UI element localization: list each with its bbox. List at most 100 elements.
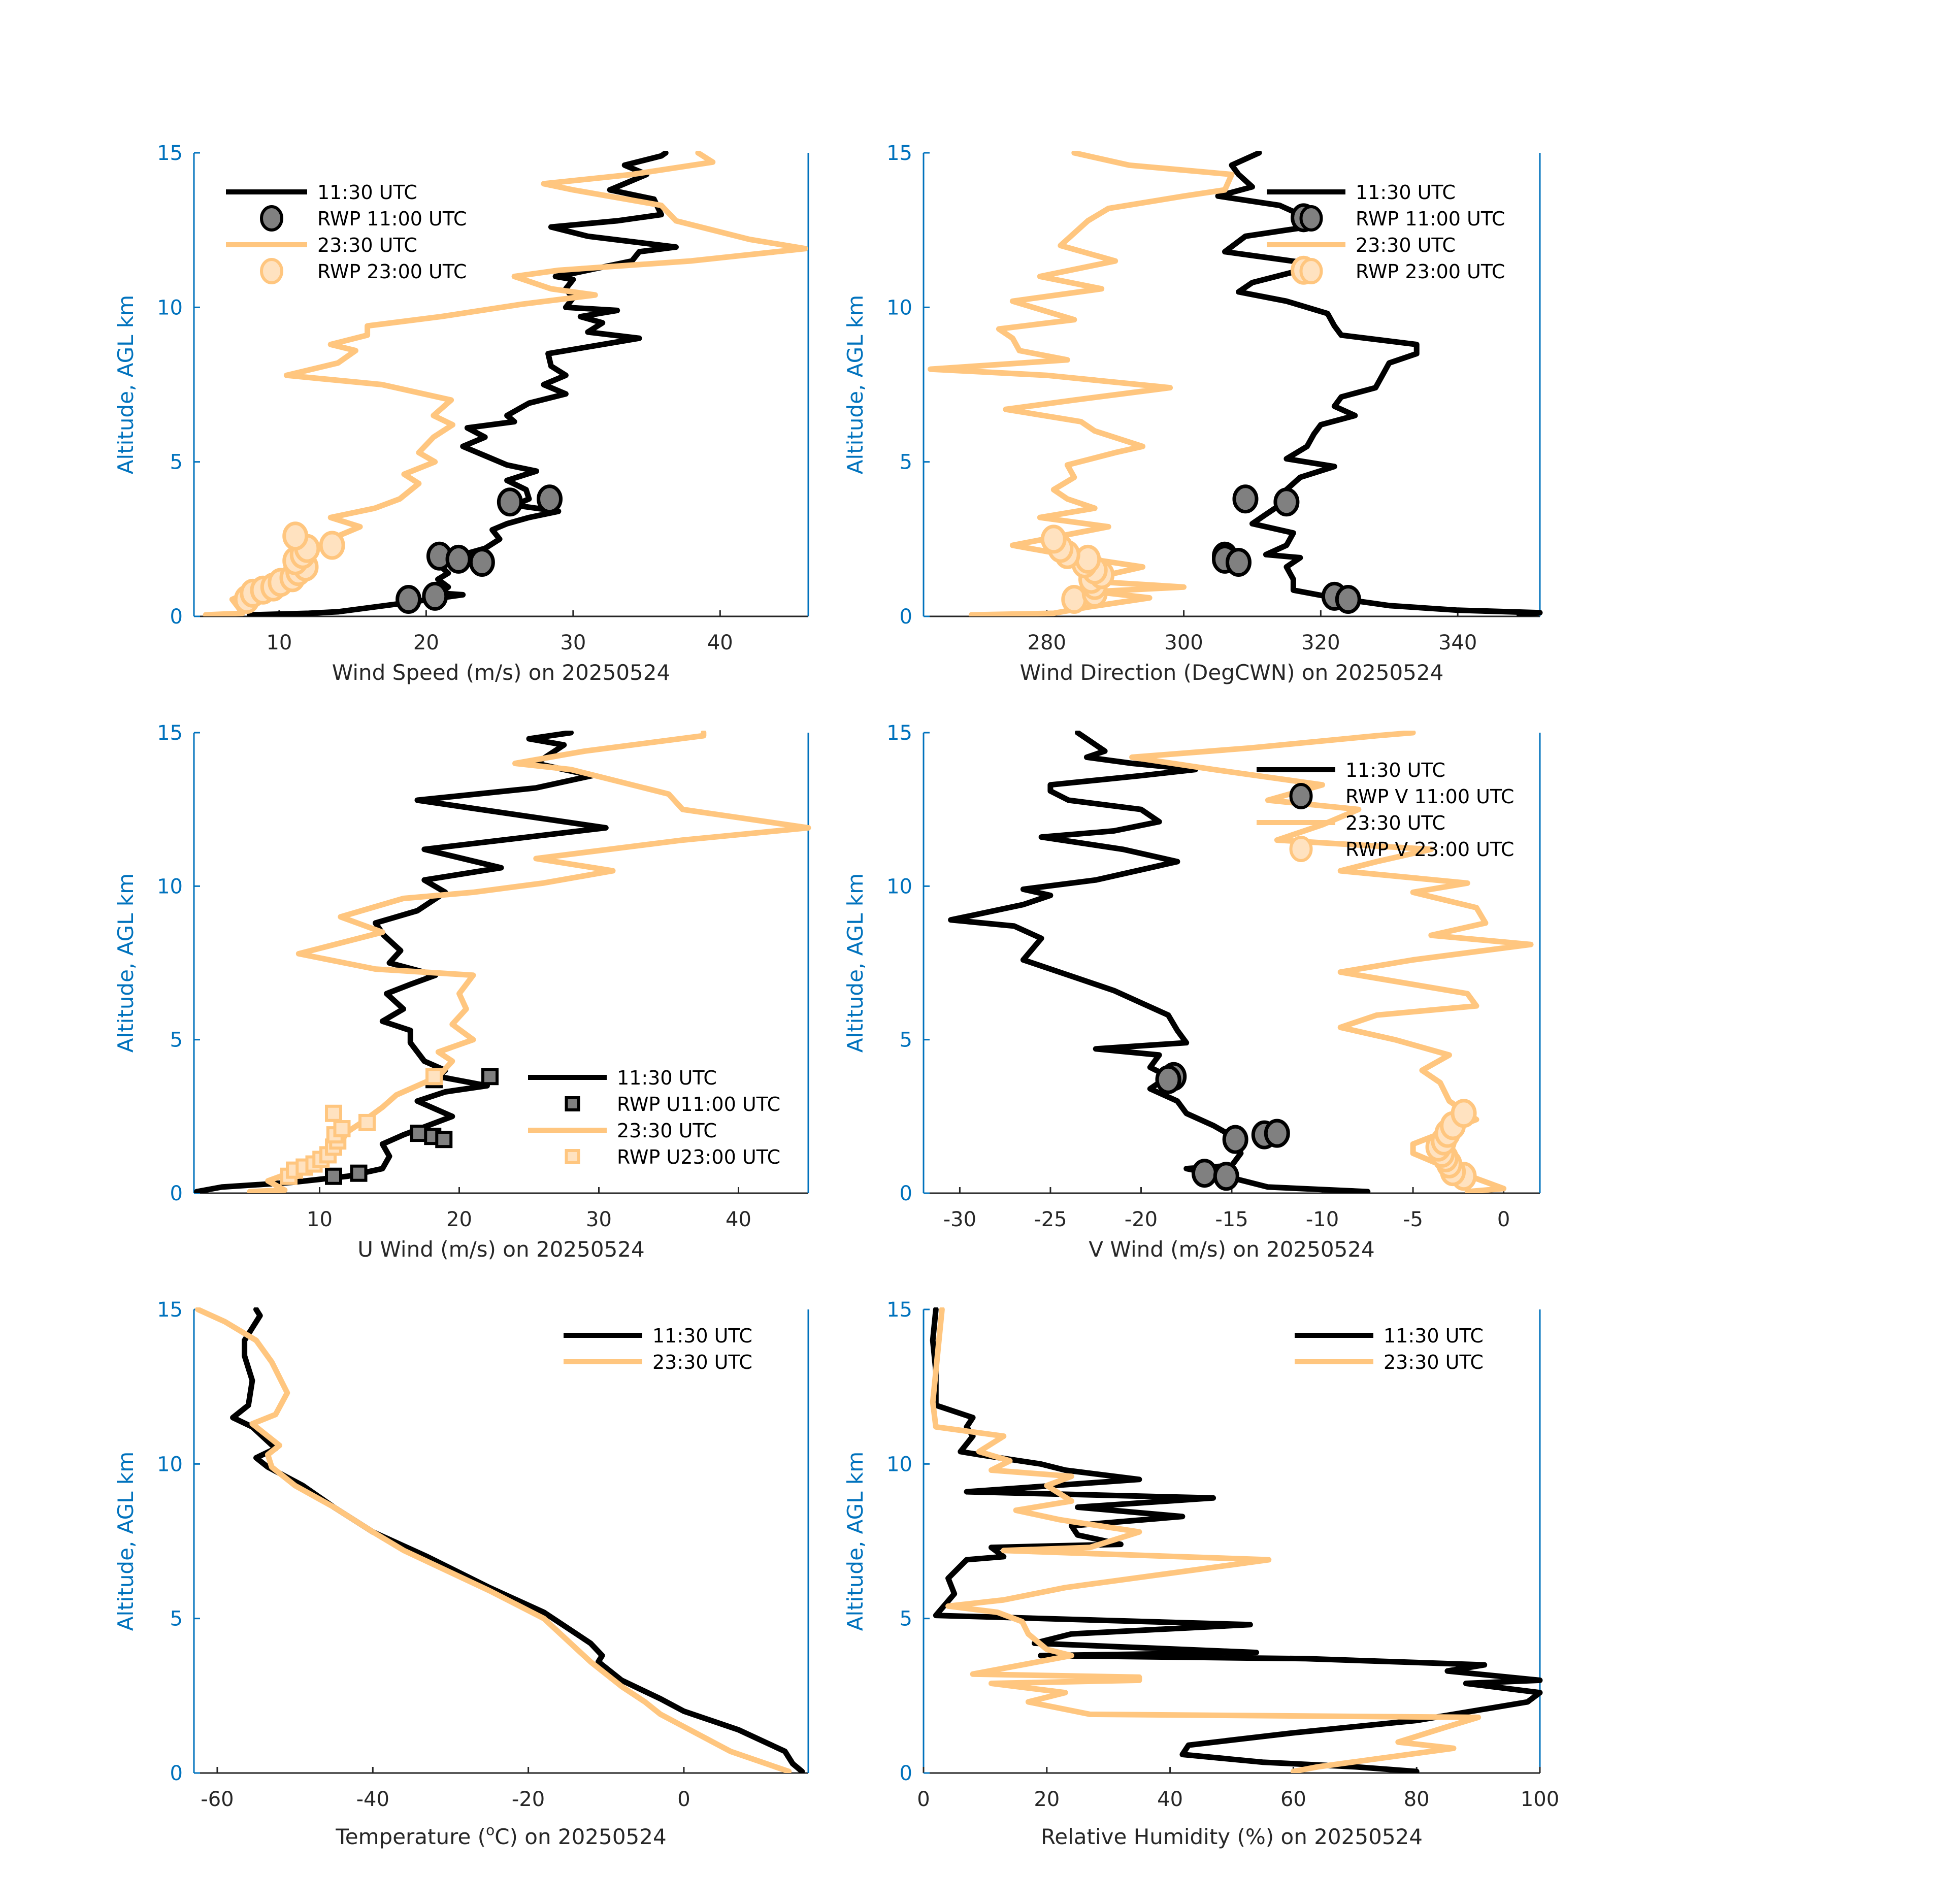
x-tick-label: 0 — [917, 1788, 930, 1811]
x-axis-label-part: Temperature ( — [335, 1824, 486, 1849]
y-tick-label: 0 — [170, 605, 183, 629]
x-tick-label: 320 — [1301, 631, 1340, 654]
legend-label: RWP 11:00 UTC — [317, 208, 467, 230]
data-point-marker — [396, 585, 422, 614]
legend-label: 11:30 UTC — [1384, 1325, 1484, 1347]
data-point-marker — [1273, 487, 1300, 517]
data-point-marker — [282, 521, 309, 551]
series-line-11-30-utc — [194, 731, 609, 1193]
data-point-marker — [1191, 1159, 1217, 1188]
y-axis-label: Altitude, AGL km — [843, 295, 868, 474]
y-tick-label: 10 — [157, 875, 183, 898]
plot-area — [195, 1307, 805, 1773]
x-tick-label: 0 — [677, 1788, 690, 1811]
legend: 11:30 UTC 23:30 UTC — [1295, 1325, 1484, 1373]
y-axis-label: Altitude, AGL km — [843, 1452, 868, 1631]
data-point-marker — [537, 484, 563, 514]
data-point-marker — [1222, 1125, 1248, 1154]
plot-area — [930, 1307, 1543, 1773]
x-tick-label: -5 — [1403, 1208, 1423, 1231]
y-axis-label: Altitude, AGL km — [113, 873, 138, 1053]
data-point-marker — [425, 1068, 443, 1086]
legend-marker-swatch — [1299, 205, 1323, 232]
legend: 11:30 UTC 23:30 UTC — [564, 1325, 752, 1373]
y-tick-label: 15 — [157, 1298, 183, 1322]
data-point-marker — [435, 1131, 453, 1148]
panel-v-wind: -30 -25 -20 -15 -10 -5 0 0 5 10 15 V Wind (m/s) on … — [843, 721, 1541, 1262]
panel-wind-speed: 10 20 30 40 0 5 10 15 Wind Speed (m/s) on 202505… — [113, 142, 809, 685]
panel-wind-direction: 280 300 320 340 0 5 10 15 Wind Direction (DegCWN… — [843, 142, 1543, 685]
legend-label: RWP 11:00 UTC — [1356, 208, 1505, 230]
x-tick-label: 30 — [586, 1208, 612, 1231]
legend-marker-swatch — [260, 258, 283, 284]
legend-label: RWP 23:00 UTC — [317, 260, 467, 283]
x-tick-label: 20 — [1034, 1788, 1060, 1811]
legend-label: 23:30 UTC — [617, 1120, 717, 1142]
data-point-marker — [422, 581, 448, 611]
x-tick-label: 40 — [726, 1208, 751, 1231]
y-tick-label: 10 — [157, 1453, 183, 1476]
x-axis-label: Relative Humidity (%) on 20250524 — [1041, 1824, 1423, 1849]
y-tick-label: 15 — [886, 721, 912, 745]
series-line-23-30-utc — [1129, 731, 1534, 1193]
y-tick-label: 10 — [886, 296, 912, 319]
data-point-marker — [358, 1113, 376, 1131]
legend-label: RWP V 23:00 UTC — [1345, 838, 1514, 861]
series-line-23-30-utc — [930, 1307, 1482, 1773]
data-point-marker — [1155, 1065, 1181, 1094]
y-tick-label: 0 — [900, 1182, 912, 1205]
legend-label: 11:30 UTC — [317, 181, 417, 204]
x-tick-label: -20 — [512, 1788, 545, 1811]
plot-area — [948, 731, 1534, 1193]
x-tick-label: -40 — [356, 1788, 389, 1811]
x-tick-label: -20 — [1125, 1208, 1158, 1231]
legend-marker-swatch — [565, 1096, 580, 1111]
data-point-marker — [481, 1068, 499, 1086]
y-tick-label: 0 — [900, 1762, 912, 1785]
x-tick-label: 340 — [1438, 631, 1477, 654]
plot-area — [203, 151, 808, 616]
series-line-11-30-utc — [930, 1307, 1543, 1773]
data-point-marker — [1232, 484, 1259, 514]
x-axis-label-superscript: o — [486, 1822, 495, 1839]
x-tick-label: 10 — [266, 631, 292, 654]
y-tick-label: 10 — [157, 296, 183, 319]
data-point-marker — [1213, 1162, 1239, 1191]
y-tick-label: 15 — [886, 142, 912, 165]
x-axis-label: Wind Speed (m/s) on 20250524 — [332, 660, 670, 685]
legend: 11:30 UTC RWP 11:00 UTC 23:30 UTC RWP 23:00… — [226, 181, 467, 284]
y-tick-label: 0 — [170, 1762, 183, 1785]
legend: 11:30 UTC RWP U11:00 UTC 23:30 UTC RWP U23:… — [528, 1067, 780, 1168]
data-point-marker — [445, 544, 472, 574]
x-tick-label: 40 — [707, 631, 733, 654]
x-tick-label: 280 — [1028, 631, 1066, 654]
x-tick-label: -60 — [201, 1788, 234, 1811]
y-axis-label: Altitude, AGL km — [113, 295, 138, 474]
plot-area — [194, 731, 811, 1193]
x-tick-label: 40 — [1157, 1788, 1183, 1811]
series-line-23-30-utc — [247, 731, 811, 1193]
data-point-marker — [1335, 585, 1361, 614]
y-tick-label: 10 — [886, 1453, 912, 1476]
data-point-marker — [410, 1125, 427, 1142]
y-tick-label: 5 — [900, 451, 912, 474]
panel-relative-humidity: 0 20 40 60 80 100 0 5 10 15 Relative Humidity (%) … — [843, 1298, 1559, 1849]
x-tick-label: -30 — [943, 1208, 976, 1231]
series-line-11-30-utc — [1215, 151, 1543, 616]
data-point-marker — [319, 531, 345, 560]
data-point-marker — [1225, 547, 1252, 577]
legend-label: 11:30 UTC — [1356, 181, 1456, 204]
y-tick-label: 0 — [170, 1182, 183, 1205]
data-point-marker — [1264, 1119, 1290, 1148]
y-tick-label: 10 — [886, 875, 912, 898]
y-tick-label: 5 — [900, 1607, 912, 1631]
series-line-23-30-utc — [195, 1307, 792, 1773]
legend: 11:30 UTC RWP 11:00 UTC 23:30 UTC RWP 23:00… — [1267, 181, 1505, 284]
data-point-marker — [325, 1104, 342, 1122]
x-tick-label: 300 — [1164, 631, 1203, 654]
legend-label: 23:30 UTC — [1384, 1351, 1484, 1373]
y-tick-label: 5 — [900, 1029, 912, 1052]
x-tick-label: 0 — [1497, 1208, 1510, 1231]
data-point-marker — [1040, 524, 1067, 554]
